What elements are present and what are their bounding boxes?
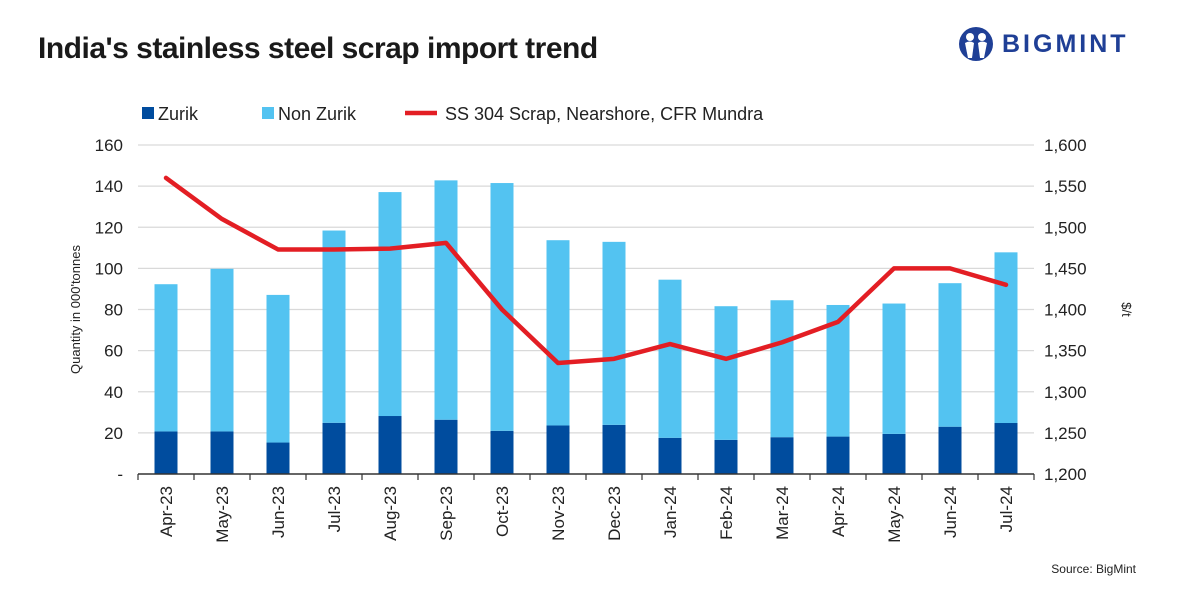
x-tick-label: Feb-24 [717,486,736,540]
y-tick-label: 160 [95,136,123,155]
y2-tick-label: 1,250 [1044,424,1087,443]
y2-tick-label: 1,550 [1044,177,1087,196]
bar-non-zurik [378,192,402,417]
bar-non-zurik [322,230,346,423]
bar-zurik [490,430,514,474]
bar-non-zurik [266,294,290,443]
bar-non-zurik [994,252,1018,424]
bar-zurik [266,442,290,474]
y2-tick-label: 1,400 [1044,301,1087,320]
x-tick-label: Apr-23 [157,486,176,537]
bar-zurik [882,433,906,474]
y2-tick-label: 1,350 [1044,342,1087,361]
y-axis-label: Quantity in 000'tonnes [68,245,83,374]
y2-tick-label: 1,200 [1044,465,1087,484]
bigmint-logo: BIGMINT [958,26,1129,62]
bar-non-zurik [826,304,850,437]
bar-zurik [602,424,626,474]
y-tick-label: 120 [95,218,123,237]
logo-text: BIGMINT [1002,29,1129,58]
y-tick-label: 140 [95,177,123,196]
bar-zurik [714,439,738,474]
x-tick-label: Jan-24 [661,486,680,538]
x-tick-label: Apr-24 [829,486,848,537]
x-tick-label: Sep-23 [437,486,456,541]
bar-zurik [546,425,570,474]
legend-swatch [262,107,274,119]
bar-zurik [770,437,794,474]
bar-zurik [322,422,346,474]
x-tick-label: Jun-24 [941,486,960,538]
legend-swatch [142,107,154,119]
x-tick-label: Oct-23 [493,486,512,537]
bar-non-zurik [770,300,794,438]
bar-non-zurik [658,279,682,438]
bar-zurik [994,423,1018,474]
bar-zurik [210,431,234,474]
legend-label: Non Zurik [278,104,357,124]
y-tick-label: 60 [104,342,123,361]
bar-non-zurik [546,240,570,426]
x-tick-label: Mar-24 [773,486,792,540]
y-tick-label: 80 [104,301,123,320]
x-tick-label: Nov-23 [549,486,568,541]
bar-non-zurik [882,303,906,434]
logo-icon [959,27,993,61]
y-tick-label: 100 [95,259,123,278]
bar-zurik [434,419,458,474]
y2-tick-label: 1,450 [1044,259,1087,278]
chart-title: India's stainless steel scrap import tre… [38,32,598,65]
y2-tick-label: 1,300 [1044,383,1087,402]
y-tick-label: 20 [104,424,123,443]
line-ss304-price [163,175,1009,366]
y-tick-label: 40 [104,383,123,402]
bar-non-zurik [210,268,234,432]
x-tick-label: Aug-23 [381,486,400,541]
bar-non-zurik [602,241,626,425]
x-tick-label: Dec-23 [605,486,624,541]
y-tick-label: - [117,465,123,484]
legend-label: SS 304 Scrap, Nearshore, CFR Mundra [445,104,764,124]
source-note: Source: BigMint [1051,562,1136,576]
bar-non-zurik [714,306,738,440]
bar-zurik [378,416,402,474]
y2-axis-label: $/t [1119,302,1134,317]
bar-zurik [826,436,850,474]
bar-zurik [938,426,962,474]
bar-zurik [154,431,178,474]
bar-non-zurik [938,283,962,427]
legend-label: Zurik [158,104,199,124]
x-tick-label: Jun-23 [269,486,288,538]
y2-tick-label: 1,500 [1044,218,1087,237]
y2-tick-label: 1,600 [1044,136,1087,155]
x-tick-label: Jul-23 [325,486,344,532]
bar-non-zurik [154,284,178,432]
bar-zurik [658,437,682,474]
x-tick-label: May-24 [885,486,904,543]
bar-non-zurik [434,180,458,420]
x-tick-label: Jul-24 [997,486,1016,532]
x-tick-label: May-23 [213,486,232,543]
